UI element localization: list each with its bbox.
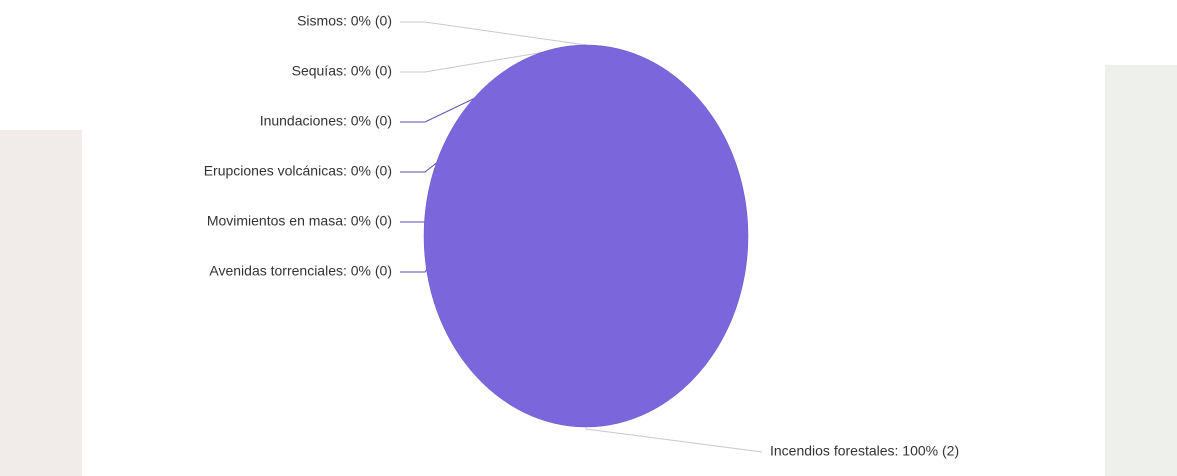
- slice-label: Inundaciones: 0% (0): [260, 113, 392, 129]
- slice-label: Movimientos en masa: 0% (0): [207, 213, 392, 229]
- leader-line: [585, 427, 763, 453]
- background-photo-left: [0, 130, 82, 476]
- pie-slice: [423, 44, 749, 428]
- slice-label: Incendios forestales: 100% (2): [770, 443, 959, 459]
- leader-line: [400, 44, 587, 73]
- slice-label: Avenidas torrenciales: 0% (0): [209, 263, 392, 279]
- slice-label: Erupciones volcánicas: 0% (0): [204, 163, 392, 179]
- slice-label: Sismos: 0% (0): [297, 13, 392, 29]
- slice-label: Sequías: 0% (0): [292, 63, 392, 79]
- background-photo-right: [1105, 65, 1177, 476]
- leader-line: [400, 21, 587, 46]
